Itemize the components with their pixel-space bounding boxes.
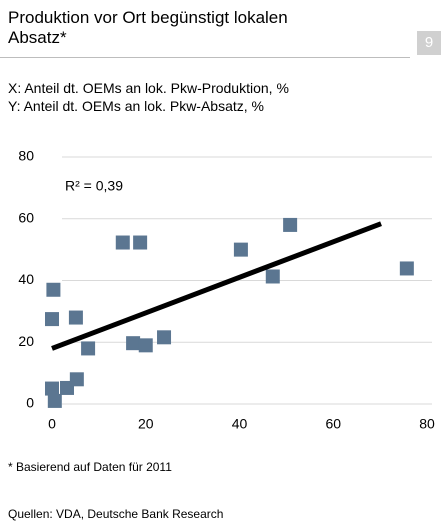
y-tick-label: 0 xyxy=(26,395,34,411)
point xyxy=(138,338,153,353)
y-tick-label: 20 xyxy=(18,333,34,349)
page-number: 9 xyxy=(417,31,441,55)
point xyxy=(265,269,280,284)
source: Quellen: VDA, Deutsche Bank Research xyxy=(8,507,224,521)
x-tick-label: 60 xyxy=(325,416,341,432)
y-tick-label: 80 xyxy=(18,148,34,164)
point xyxy=(283,217,298,232)
point xyxy=(233,242,248,257)
point xyxy=(45,312,59,327)
point xyxy=(69,372,84,387)
point xyxy=(46,282,61,297)
point xyxy=(47,393,62,408)
point xyxy=(133,235,148,250)
point xyxy=(81,341,96,356)
annotation: R² = 0,39 xyxy=(65,178,123,194)
title-rule xyxy=(0,57,410,58)
x-tick-label: 80 xyxy=(419,416,435,432)
x-axis-label: X: Anteil dt. OEMs an lok. Pkw-Produktio… xyxy=(8,80,289,96)
point xyxy=(399,261,414,276)
chart-title: Produktion vor Ort begünstigt lokalen Ab… xyxy=(8,8,288,47)
point xyxy=(126,336,141,351)
trendline xyxy=(51,221,382,351)
point xyxy=(45,381,59,396)
x-tick-label: 0 xyxy=(48,416,56,432)
x-tick-label: 40 xyxy=(232,416,248,432)
y-tick-label: 60 xyxy=(18,209,34,225)
point xyxy=(157,330,172,345)
point xyxy=(115,235,130,250)
y-tick-label: 40 xyxy=(18,271,34,287)
footnote: * Basierend auf Daten für 2011 xyxy=(8,460,172,474)
point xyxy=(68,310,83,325)
x-tick-label: 20 xyxy=(138,416,154,432)
y-axis-label: Y: Anteil dt. OEMs an lok. Pkw-Absatz, % xyxy=(8,98,264,114)
